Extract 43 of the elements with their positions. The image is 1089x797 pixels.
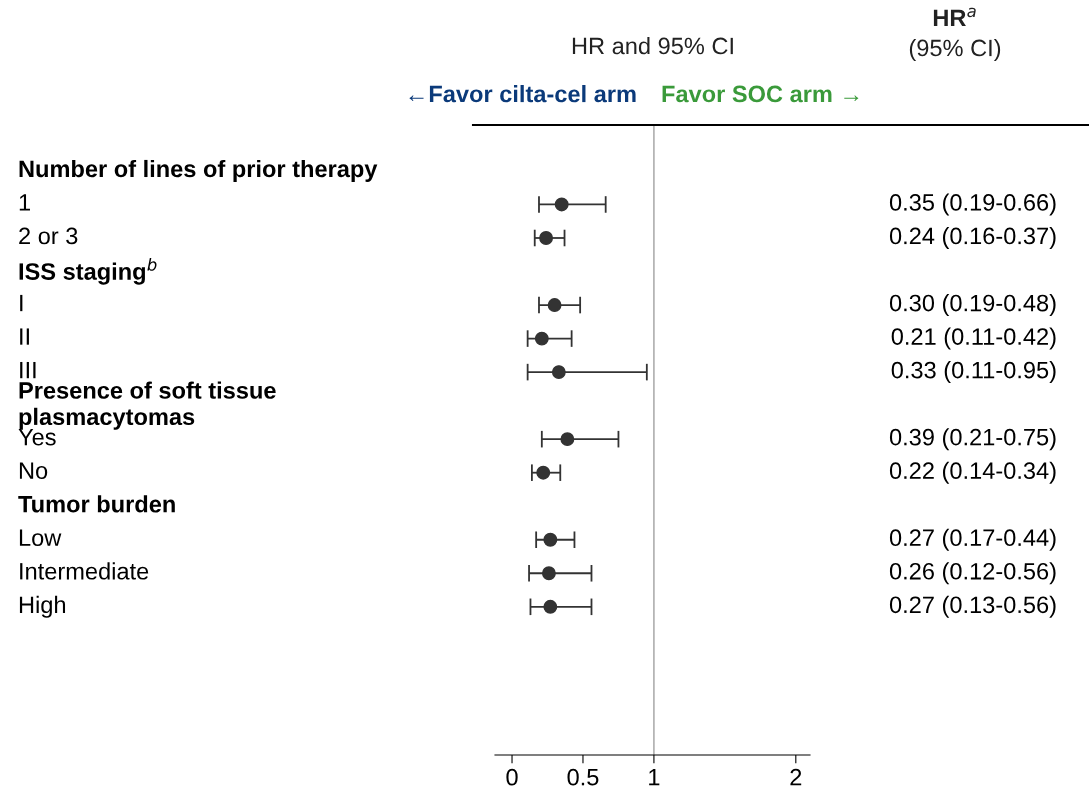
point bbox=[543, 599, 558, 614]
text: Favor SOC arm → bbox=[662, 85, 859, 103]
data-label: 0.30 (0.19-0.48) bbox=[889, 294, 1056, 317]
x-tick-label: 1 bbox=[649, 769, 660, 786]
data-label: 0.33 (0.11-0.95) bbox=[891, 361, 1056, 384]
y-tick-label: Number of lines of prior therapy bbox=[19, 159, 378, 182]
point bbox=[551, 365, 566, 380]
point bbox=[543, 532, 558, 547]
y-tick-label: 2 or 3 bbox=[19, 227, 78, 245]
point bbox=[547, 298, 562, 312]
point bbox=[541, 566, 556, 581]
text: ←Favor cilta-cel arm bbox=[409, 85, 636, 103]
text: HR$^{a}$ bbox=[933, 7, 976, 26]
data-label: 0.27 (0.13-0.56) bbox=[889, 595, 1056, 618]
y-tick-label: Presence of soft tissue plasmacytomas bbox=[19, 381, 276, 430]
text: HR and 95% CI bbox=[572, 37, 733, 55]
point bbox=[534, 331, 549, 346]
y-tick-label: III bbox=[20, 361, 36, 379]
data-label: 0.22 (0.14-0.34) bbox=[889, 461, 1056, 484]
data-label: 0.35 (0.19-0.66) bbox=[889, 193, 1056, 216]
y-tick-label: Intermediate bbox=[20, 562, 149, 580]
point bbox=[536, 465, 551, 480]
y-tick-label: No bbox=[19, 462, 48, 480]
y-tick-label: High bbox=[19, 595, 66, 618]
point bbox=[554, 197, 569, 212]
y-tick-label: ISS staging$^{b}$ bbox=[19, 258, 157, 285]
data-label: 0.27 (0.17-0.44) bbox=[889, 528, 1056, 551]
point bbox=[560, 432, 575, 447]
text: (95% CI) bbox=[909, 39, 1001, 61]
x-tick-label: 0.5 bbox=[567, 768, 599, 786]
data-label: 0.26 (0.12-0.56) bbox=[889, 562, 1056, 585]
y-tick-label: I bbox=[20, 294, 23, 312]
x-tick-label: 2 bbox=[790, 768, 802, 786]
y-tick-label: II bbox=[20, 328, 29, 345]
x-tick-label: 0 bbox=[506, 768, 518, 786]
y-tick-label: 1 bbox=[19, 194, 30, 211]
data-label: 0.21 (0.11-0.42) bbox=[891, 327, 1056, 350]
y-tick-label: Tumor burden bbox=[18, 495, 175, 513]
data-label: 0.39 (0.21-0.75) bbox=[889, 428, 1056, 451]
y-tick-label: Low bbox=[19, 529, 62, 547]
data-label: 0.24 (0.16-0.37) bbox=[889, 226, 1056, 249]
y-tick-label: Yes bbox=[18, 429, 56, 446]
point bbox=[539, 231, 554, 245]
